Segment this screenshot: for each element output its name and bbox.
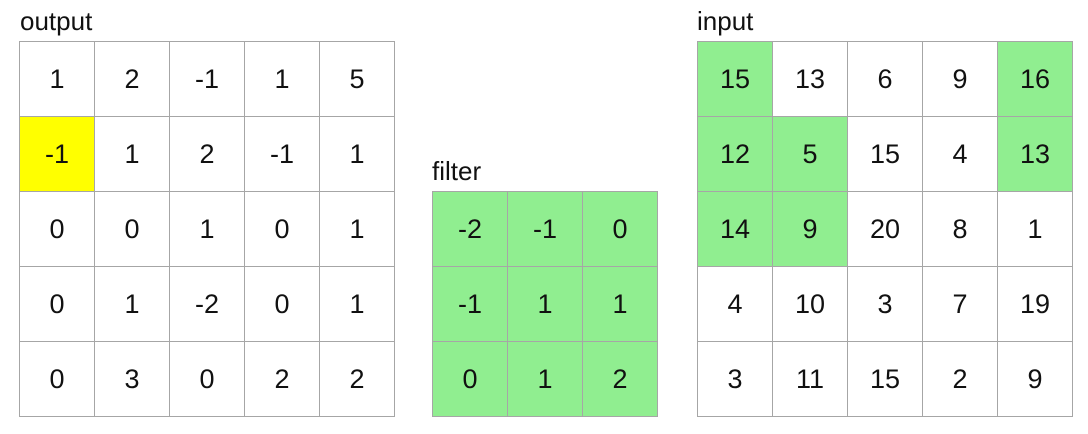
output-cell: 1: [320, 192, 395, 267]
input-cell: 15: [848, 117, 923, 192]
input-cell: 5: [773, 117, 848, 192]
input-title: input: [697, 6, 754, 36]
input-cell: 3: [848, 267, 923, 342]
filter-cell: 2: [583, 342, 658, 417]
output-cell: 0: [95, 192, 170, 267]
filter-matrix: -2 -1 0 -1 1 1 0 1 2: [432, 191, 658, 417]
input-cell: 15: [848, 342, 923, 417]
output-cell: 1: [20, 42, 95, 117]
output-cell: 2: [170, 117, 245, 192]
input-cell: 7: [923, 267, 998, 342]
output-matrix: 1 2 -1 1 5 -1 1 2 -1 1 0 0 1 0 1 0 1 -2 0 1 0 3 0 2 2: [19, 41, 395, 417]
output-cell: 0: [20, 267, 95, 342]
output-cell: 1: [95, 267, 170, 342]
input-cell: 9: [773, 192, 848, 267]
output-cell: 3: [95, 342, 170, 417]
output-cell: -1: [170, 42, 245, 117]
input-matrix: 15 13 6 9 16 12 5 15 4 13 14 9 20 8 1 4 10 3 7 19 3 11 15 2 9: [697, 41, 1073, 417]
input-cell: 12: [698, 117, 773, 192]
output-cell: 5: [320, 42, 395, 117]
filter-cell: -1: [433, 267, 508, 342]
output-cell: 2: [245, 342, 320, 417]
filter-title: filter: [432, 156, 482, 186]
output-cell: 0: [170, 342, 245, 417]
filter-cell: -1: [508, 192, 583, 267]
input-cell: 20: [848, 192, 923, 267]
input-cell: 4: [698, 267, 773, 342]
input-cell: 8: [923, 192, 998, 267]
input-cell: 9: [923, 42, 998, 117]
output-cell: -1: [20, 117, 95, 192]
input-cell: 2: [923, 342, 998, 417]
output-cell: 1: [320, 267, 395, 342]
filter-cell: 0: [433, 342, 508, 417]
input-cell: 11: [773, 342, 848, 417]
filter-cell: 0: [583, 192, 658, 267]
output-cell: 2: [95, 42, 170, 117]
input-cell: 15: [698, 42, 773, 117]
input-cell: 10: [773, 267, 848, 342]
output-cell: 1: [170, 192, 245, 267]
input-cell: 3: [698, 342, 773, 417]
output-cell: 0: [20, 342, 95, 417]
output-cell: 0: [245, 267, 320, 342]
input-cell: 1: [998, 192, 1073, 267]
input-cell: 16: [998, 42, 1073, 117]
input-cell: 6: [848, 42, 923, 117]
filter-cell: 1: [583, 267, 658, 342]
input-cell: 19: [998, 267, 1073, 342]
output-cell: 1: [95, 117, 170, 192]
input-cell: 14: [698, 192, 773, 267]
output-cell: 2: [320, 342, 395, 417]
filter-cell: -2: [433, 192, 508, 267]
input-cell: 13: [773, 42, 848, 117]
filter-cell: 1: [508, 342, 583, 417]
output-cell: -2: [170, 267, 245, 342]
output-cell: -1: [245, 117, 320, 192]
filter-cell: 1: [508, 267, 583, 342]
output-cell: 0: [245, 192, 320, 267]
output-cell: 0: [20, 192, 95, 267]
output-cell: 1: [320, 117, 395, 192]
output-title: output: [20, 6, 93, 36]
input-cell: 9: [998, 342, 1073, 417]
input-cell: 13: [998, 117, 1073, 192]
output-cell: 1: [245, 42, 320, 117]
input-cell: 4: [923, 117, 998, 192]
